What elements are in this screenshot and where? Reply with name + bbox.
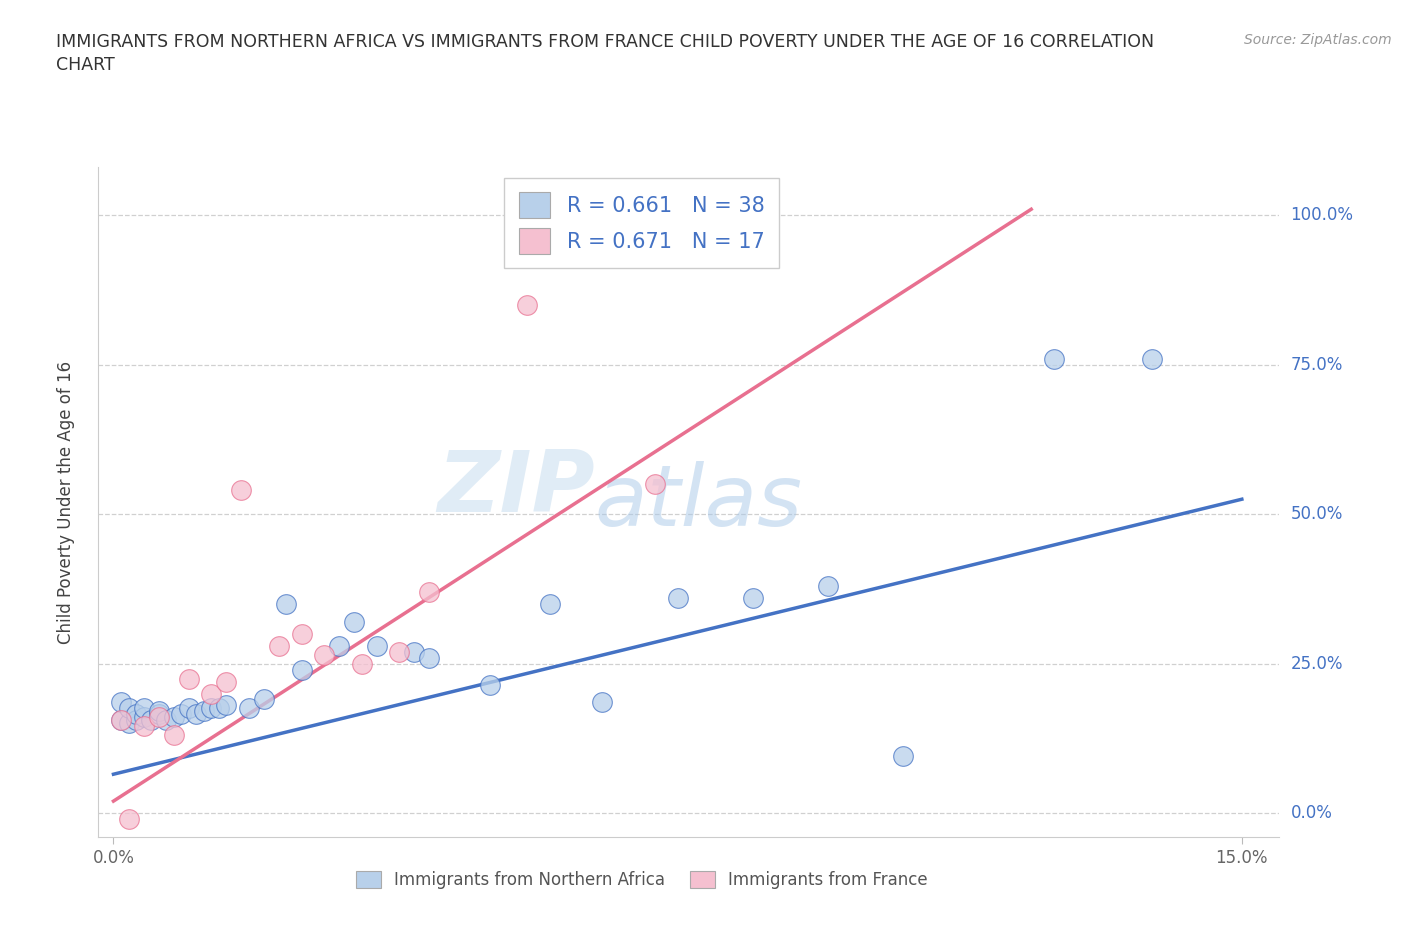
Text: 100.0%: 100.0% xyxy=(1291,206,1354,224)
Text: atlas: atlas xyxy=(595,460,803,544)
Point xyxy=(125,707,148,722)
Point xyxy=(516,298,538,312)
Point xyxy=(117,812,139,827)
Point xyxy=(418,650,440,665)
Point xyxy=(276,596,298,611)
Text: IMMIGRANTS FROM NORTHERN AFRICA VS IMMIGRANTS FROM FRANCE CHILD POVERTY UNDER TH: IMMIGRANTS FROM NORTHERN AFRICA VS IMMIG… xyxy=(56,33,1154,50)
Point xyxy=(314,647,336,662)
Point xyxy=(148,704,170,719)
Text: 0.0%: 0.0% xyxy=(1291,804,1333,822)
Point xyxy=(591,695,613,710)
Point xyxy=(253,692,276,707)
Point xyxy=(163,710,186,724)
Point xyxy=(891,749,914,764)
Point xyxy=(163,728,186,743)
Point xyxy=(110,713,132,728)
Point xyxy=(139,713,162,728)
Point xyxy=(200,686,222,701)
Text: 50.0%: 50.0% xyxy=(1291,505,1343,524)
Point xyxy=(666,591,689,605)
Point xyxy=(328,638,350,653)
Point xyxy=(1140,352,1163,366)
Point xyxy=(418,584,440,599)
Point xyxy=(132,701,155,716)
Text: CHART: CHART xyxy=(56,56,115,73)
Point xyxy=(117,701,139,716)
Text: Source: ZipAtlas.com: Source: ZipAtlas.com xyxy=(1244,33,1392,46)
Point xyxy=(350,657,373,671)
Point xyxy=(366,638,388,653)
Point xyxy=(238,701,260,716)
Point xyxy=(177,701,200,716)
Point xyxy=(478,677,501,692)
Point xyxy=(110,695,132,710)
Point xyxy=(186,707,208,722)
Point xyxy=(117,716,139,731)
Point xyxy=(148,707,170,722)
Text: ZIP: ZIP xyxy=(437,447,595,530)
Point xyxy=(148,710,170,724)
Point xyxy=(155,713,177,728)
Point xyxy=(388,644,411,659)
Point xyxy=(538,596,561,611)
Point xyxy=(132,710,155,724)
Point xyxy=(110,713,132,728)
Point xyxy=(231,483,253,498)
Point xyxy=(200,701,222,716)
Point xyxy=(1042,352,1064,366)
Point xyxy=(290,626,312,641)
Point xyxy=(125,713,148,728)
Point xyxy=(170,707,193,722)
Point xyxy=(215,674,238,689)
Point xyxy=(817,578,839,593)
Point xyxy=(215,698,238,713)
Point xyxy=(132,719,155,734)
Legend: Immigrants from Northern Africa, Immigrants from France: Immigrants from Northern Africa, Immigra… xyxy=(349,864,935,896)
Text: 75.0%: 75.0% xyxy=(1291,355,1343,374)
Point xyxy=(741,591,763,605)
Text: 25.0%: 25.0% xyxy=(1291,655,1343,672)
Point xyxy=(177,671,200,686)
Point xyxy=(193,704,215,719)
Point xyxy=(343,615,366,630)
Y-axis label: Child Poverty Under the Age of 16: Child Poverty Under the Age of 16 xyxy=(56,361,75,644)
Point xyxy=(404,644,426,659)
Point xyxy=(290,662,312,677)
Point xyxy=(267,638,290,653)
Point xyxy=(644,477,666,492)
Point xyxy=(208,701,231,716)
